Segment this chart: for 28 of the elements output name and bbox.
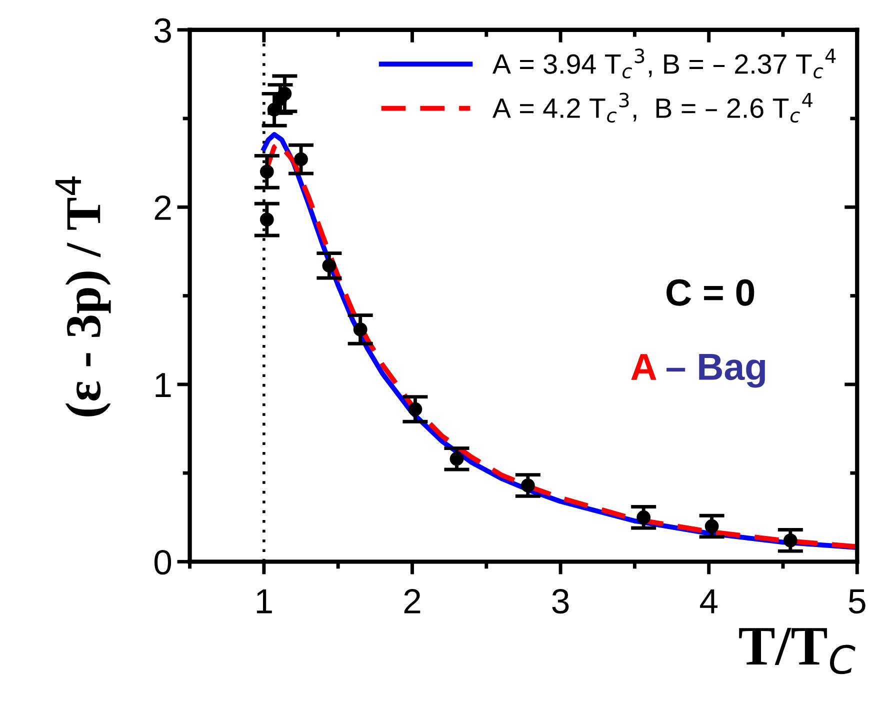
- x-tick-label: 3: [552, 588, 569, 614]
- annotation: C = 0: [666, 279, 754, 306]
- x-tick-label: 5: [848, 589, 866, 614]
- y-axis-title: (ε - 3p) / T$^{4}$: [55, 176, 111, 416]
- x-tick-label: 4: [700, 589, 718, 614]
- y-tick-label: 2: [154, 195, 171, 220]
- point: [450, 452, 464, 466]
- legend-label: A = 4.2 T$_{c}$$^{3}$, B = – 2.6 T$_{c}$$^{4}$: [492, 92, 813, 123]
- legend-label: A = 3.94 T$_{c}$$^{3}$, B = – 2.37 T$_{c}$$^{4}$: [492, 48, 836, 78]
- x-tick-label: 1: [256, 589, 272, 614]
- point: [260, 164, 274, 179]
- point: [704, 519, 719, 534]
- y-tick-label: 3: [154, 18, 171, 43]
- point: [322, 258, 336, 273]
- point: [294, 152, 308, 166]
- x-axis-title: T/T$_{C}$: [739, 628, 856, 674]
- point: [408, 402, 422, 416]
- point: [783, 533, 798, 548]
- point: [353, 322, 368, 336]
- y-tick-label: 1: [156, 373, 171, 397]
- x-tick-label: 2: [404, 588, 420, 614]
- annotation: A: [631, 354, 656, 380]
- point: [520, 478, 535, 492]
- point: [636, 510, 651, 524]
- point: [278, 86, 292, 101]
- y-tick-label: 0: [154, 550, 172, 575]
- annotation: – Bag: [666, 354, 765, 388]
- point: [260, 212, 274, 226]
